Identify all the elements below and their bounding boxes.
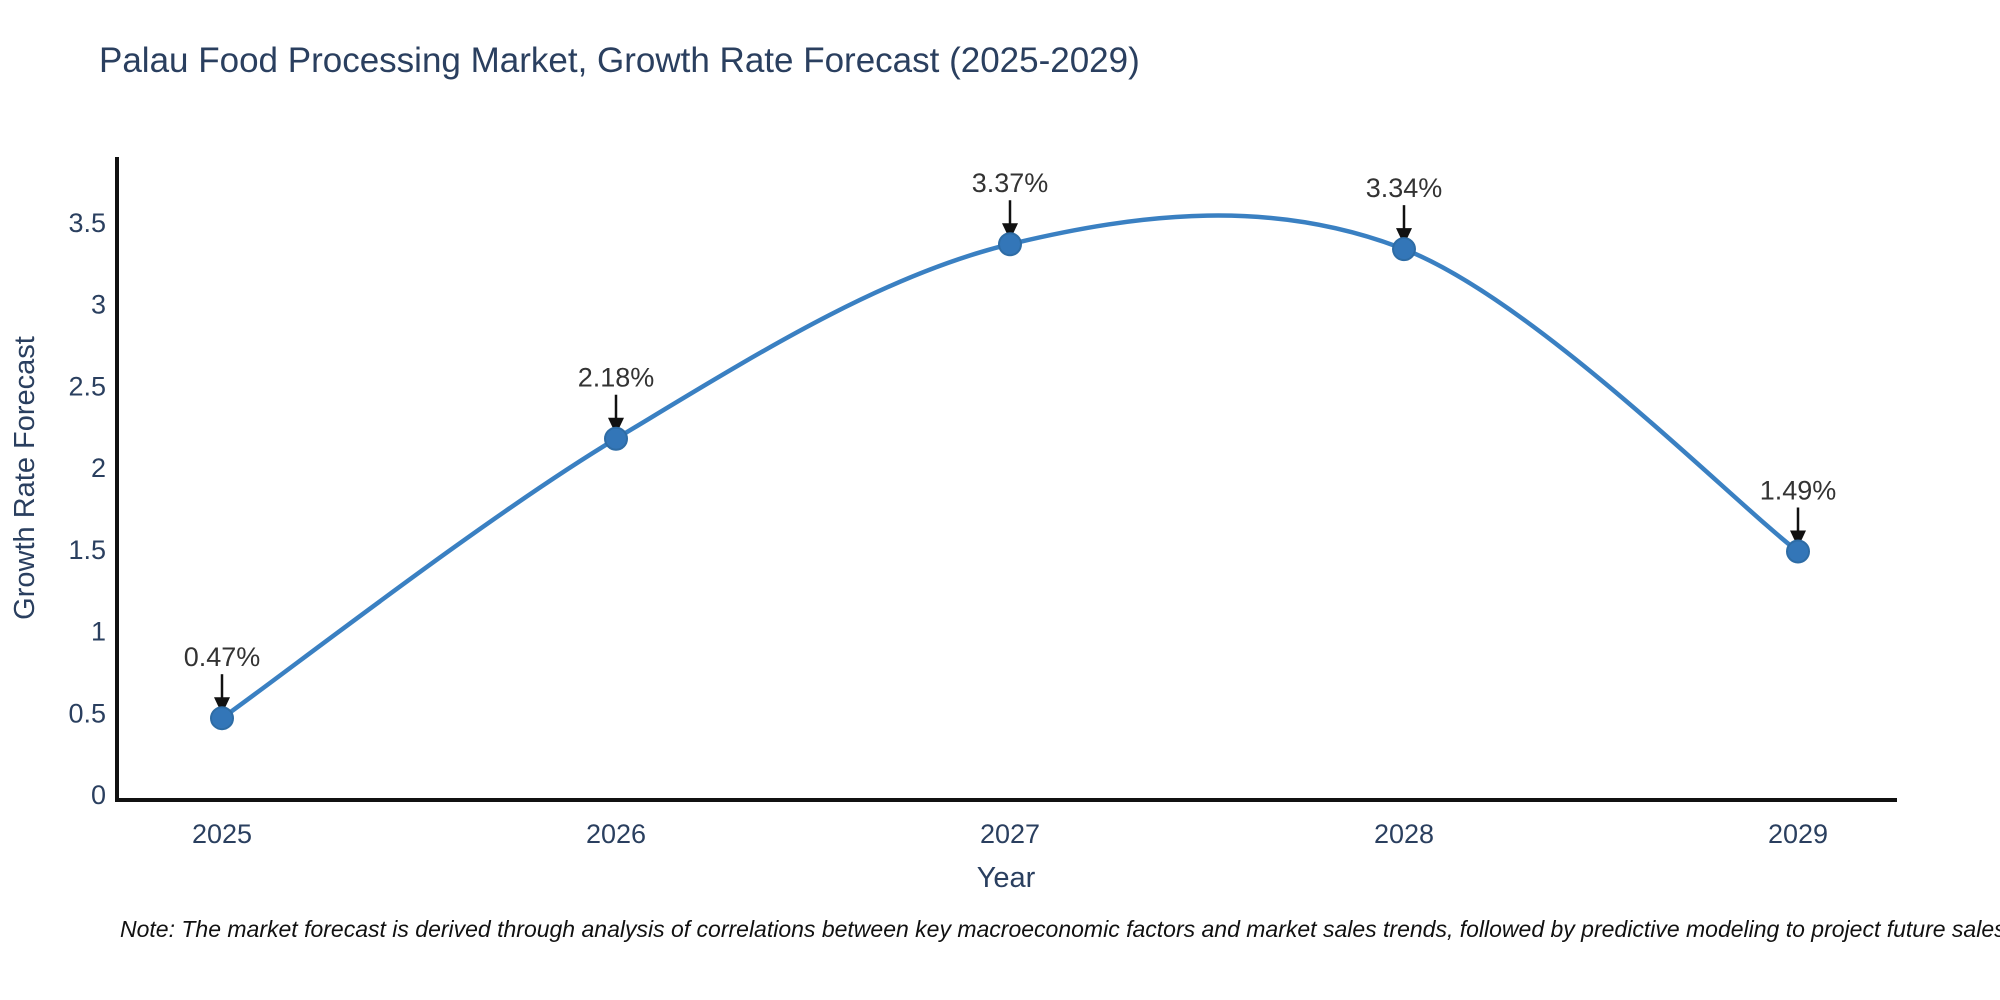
annotation-arrowhead [1396, 228, 1412, 246]
y-tick-label: 2 [91, 453, 106, 483]
annotation-label: 0.47% [184, 642, 261, 672]
annotation-arrowhead [214, 697, 230, 715]
annotation-label: 3.37% [972, 168, 1049, 198]
y-tick-label: 3 [91, 290, 106, 320]
data-point-2025[interactable] [210, 706, 234, 731]
data-point-2026[interactable] [604, 426, 628, 451]
annotation-arrowhead [1790, 530, 1806, 548]
x-tick-label: 2025 [192, 819, 252, 849]
annotation-label: 1.49% [1760, 475, 1837, 505]
x-tick-label: 2029 [1768, 819, 1828, 849]
y-tick-label: 1 [91, 617, 106, 647]
y-tick-label: 0.5 [68, 698, 106, 728]
annotation-arrowhead [1002, 223, 1018, 241]
data-point-2029[interactable] [1786, 539, 1810, 564]
y-tick-label: 0 [91, 780, 106, 810]
y-tick-label: 1.5 [68, 535, 106, 565]
y-tick-label: 3.5 [68, 208, 106, 238]
data-point-2027[interactable] [998, 232, 1022, 257]
x-tick-label: 2026 [586, 819, 646, 849]
chart-title: Palau Food Processing Market, Growth Rat… [99, 41, 1140, 80]
annotation-arrowhead [608, 417, 624, 435]
x-tick-label: 2027 [980, 819, 1040, 849]
footnote: Note: The market forecast is derived thr… [120, 916, 2000, 942]
annotation-label: 3.34% [1366, 173, 1443, 203]
y-axis-title: Growth Rate Forecast [9, 336, 41, 620]
data-point-2028[interactable] [1392, 237, 1416, 262]
x-tick-label: 2028 [1374, 819, 1434, 849]
trend-line [219, 213, 1801, 721]
x-axis-title: Year [977, 862, 1036, 894]
y-tick-label: 2.5 [68, 371, 106, 401]
annotation-label: 2.18% [578, 363, 655, 393]
